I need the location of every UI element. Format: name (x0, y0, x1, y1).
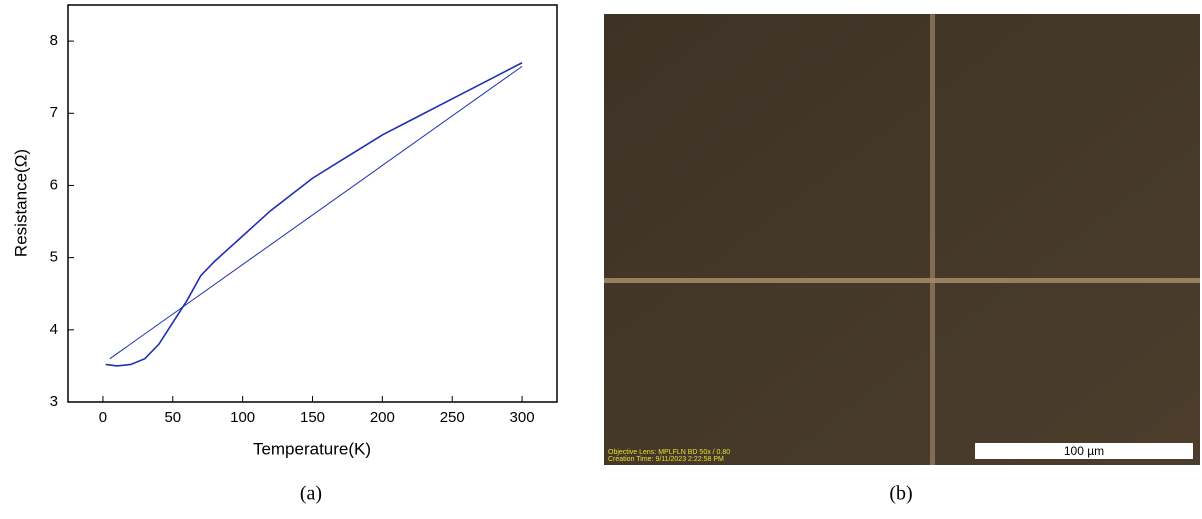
x-axis-label: Temperature(K) (253, 439, 371, 458)
y-tick-label: 7 (50, 104, 58, 121)
microscope-image: 100 µm Objective Lens: MPLFLN BD 50x / 0… (604, 14, 1200, 465)
caption: (b) (889, 483, 912, 505)
y-tick-label: 6 (50, 176, 58, 193)
scale-bar-label: 100 µm (1064, 444, 1104, 458)
x-tick-label: 0 (99, 409, 107, 426)
y-tick-label: 8 (50, 32, 58, 49)
y-tick-label: 5 (50, 249, 58, 266)
lens-info: Objective Lens: MPLFLN BD 50x / 0.80 (608, 449, 730, 456)
x-tick-label: 200 (370, 409, 395, 426)
y-tick-label: 4 (50, 321, 58, 338)
y-axis-label: Resistance(Ω) (11, 149, 30, 257)
data-line (105, 62, 523, 367)
x-tick-label: 250 (440, 409, 465, 426)
caption: (a) (300, 483, 322, 505)
time-info: Creation Time: 9/11/2023 2:22:58 PM (608, 456, 724, 463)
x-tick-label: 50 (164, 409, 181, 426)
data-line (109, 65, 523, 360)
y-tick-label: 3 (50, 393, 58, 410)
x-tick-label: 100 (230, 409, 255, 426)
x-tick-label: 150 (300, 409, 325, 426)
x-tick-label: 300 (510, 409, 535, 426)
plot-frame (67, 4, 558, 403)
